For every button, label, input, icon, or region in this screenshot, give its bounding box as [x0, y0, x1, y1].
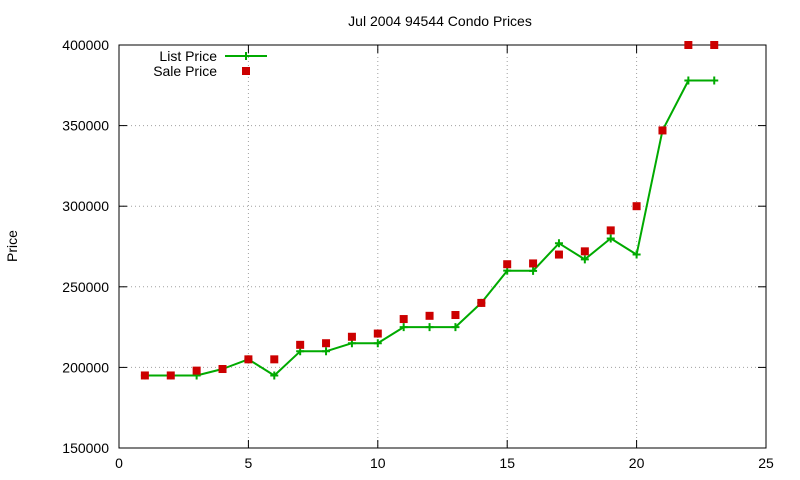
sale-price-point — [606, 226, 615, 235]
sale-price-point — [399, 315, 408, 324]
y-tick-label: 250000 — [62, 279, 109, 295]
x-tick-label: 5 — [245, 455, 253, 471]
sale-price-point — [658, 126, 667, 135]
x-tick-label: 25 — [758, 455, 774, 471]
sale-price-point — [632, 202, 641, 211]
sale-price-point — [140, 371, 149, 380]
list-price-point — [322, 347, 331, 356]
y-tick-label: 200000 — [62, 359, 109, 375]
sale-price-point — [684, 41, 693, 49]
sale-price-point — [710, 41, 719, 49]
axis-ticks: 0 5 10 15 20 25 150000 200000 250000 300000 350000… — [62, 37, 774, 471]
series-layer — [140, 41, 719, 380]
list-price-point — [270, 371, 279, 380]
list-price-point — [554, 239, 563, 248]
grid-lines — [119, 45, 766, 448]
list-price-point — [425, 323, 434, 332]
list-price-point — [606, 234, 615, 243]
list-price-point — [710, 76, 719, 85]
list-price-point — [399, 323, 408, 332]
sale-price-point — [244, 355, 253, 364]
sale-price-point — [503, 260, 512, 269]
x-tick-label: 10 — [370, 455, 386, 471]
y-axis-label: Price — [4, 230, 20, 262]
sale-price-point — [192, 366, 201, 375]
sale-price-point — [347, 332, 356, 341]
x-tick-label: 20 — [629, 455, 645, 471]
sale-price-point — [166, 371, 175, 380]
sale-price-point — [554, 250, 563, 259]
sale-price-point — [529, 259, 538, 268]
sale-price-point — [270, 355, 279, 364]
y-tick-label: 350000 — [62, 118, 109, 134]
y-tick-label: 150000 — [62, 440, 109, 456]
sale-price-point — [373, 329, 382, 338]
x-tick-label: 15 — [499, 455, 515, 471]
sale-price-point — [477, 298, 486, 307]
x-tick-label: 0 — [115, 455, 123, 471]
y-tick-label: 300000 — [62, 198, 109, 214]
legend-marker-list-price — [242, 52, 250, 60]
sale-price-point — [425, 311, 434, 320]
legend-label-sale-price: Sale Price — [153, 63, 217, 79]
y-tick-label: 400000 — [62, 37, 109, 53]
legend: List Price Sale Price — [153, 48, 267, 79]
chart-title: Jul 2004 94544 Condo Prices — [348, 13, 532, 29]
list-price-point — [684, 76, 693, 85]
legend-marker-sale-price — [242, 67, 250, 75]
list-price-point — [373, 339, 382, 348]
list-price-point — [632, 250, 641, 259]
sale-price-point — [218, 365, 227, 374]
plot-frame — [118, 44, 767, 449]
sale-price-point — [322, 339, 331, 348]
list-price-point — [529, 266, 538, 275]
list-price-point — [580, 255, 589, 264]
sale-price-point — [451, 311, 460, 320]
sale-price-point — [580, 247, 589, 256]
legend-label-list-price: List Price — [159, 48, 217, 64]
list-price-point — [451, 323, 460, 332]
sale-price-point — [296, 340, 305, 349]
list-price-line — [144, 79, 715, 377]
